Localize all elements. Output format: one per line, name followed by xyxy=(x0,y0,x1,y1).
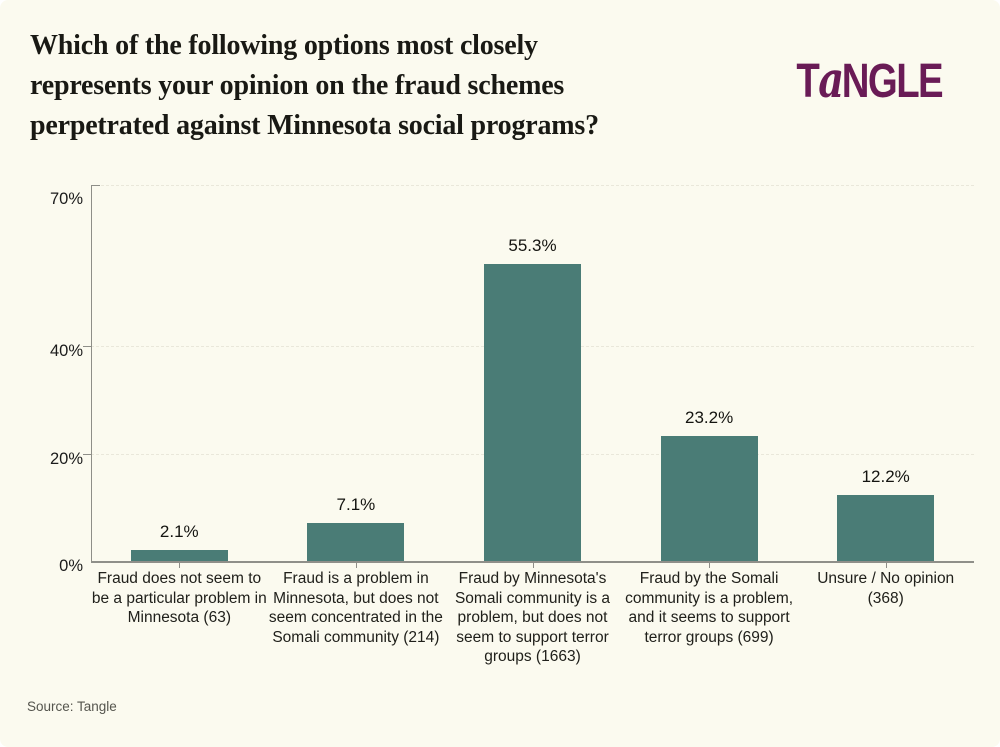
bar-4 xyxy=(660,436,758,561)
chart-title-line-2: represents your opinion on the fraud sch… xyxy=(30,70,565,101)
y-axis-tick-20 xyxy=(83,453,91,455)
chart-title-line-3: perpetrated against Minnesota social pro… xyxy=(30,110,599,141)
y-axis-label-0: 0% xyxy=(59,557,83,575)
bar-2 xyxy=(307,522,405,561)
gridline-70 xyxy=(91,185,974,186)
chart-title: Which of the following options most clos… xyxy=(30,26,599,146)
logo-letter-a: a xyxy=(818,50,844,109)
x-axis-tick-4 xyxy=(709,563,711,568)
logo-letter-t: T xyxy=(796,55,819,108)
x-axis-line xyxy=(91,561,974,563)
x-axis-tick-2 xyxy=(355,563,357,568)
chart-title-line-1: Which of the following options most clos… xyxy=(30,30,538,61)
x-axis-tick-5 xyxy=(885,563,887,568)
bar-category-label-2: Fraud is a problem in Minnesota, but doe… xyxy=(268,570,443,646)
bar-category-label-3: Fraud by Minnesota's Somali community is… xyxy=(454,570,611,665)
bar-5 xyxy=(837,495,935,561)
bar-value-label-2: 7.1% xyxy=(336,494,376,514)
tangle-logo: TaNGLE xyxy=(796,55,943,106)
bar-3 xyxy=(484,263,581,561)
y-axis-tick-40 xyxy=(83,346,91,348)
bar-category-label-1: Fraud does not seem to be a particular p… xyxy=(91,570,267,626)
bar-category-label-5: Unsure / No opinion (368) xyxy=(817,570,955,607)
y-axis-label-40: 40% xyxy=(49,342,83,361)
bar-1 xyxy=(130,549,228,561)
bar-category-label-4: Fraud by the Somali community is a probl… xyxy=(625,570,794,646)
x-axis-tick-3 xyxy=(532,563,534,568)
bar-value-label-1: 2.1% xyxy=(159,521,199,541)
logo-letters-ngle: NGLE xyxy=(841,55,944,108)
bar-value-label-5: 12.2% xyxy=(861,467,910,487)
bar-value-label-3: 55.3% xyxy=(508,235,557,255)
bar-value-label-4: 23.2% xyxy=(684,408,734,428)
y-axis-label-70: 70% xyxy=(49,190,83,208)
source-note: Source: Tangle xyxy=(27,699,117,714)
x-axis-tick-1 xyxy=(179,563,181,568)
y-axis-line xyxy=(91,185,92,561)
axis-top-cap xyxy=(91,185,100,186)
y-axis-label-20: 20% xyxy=(49,449,83,468)
